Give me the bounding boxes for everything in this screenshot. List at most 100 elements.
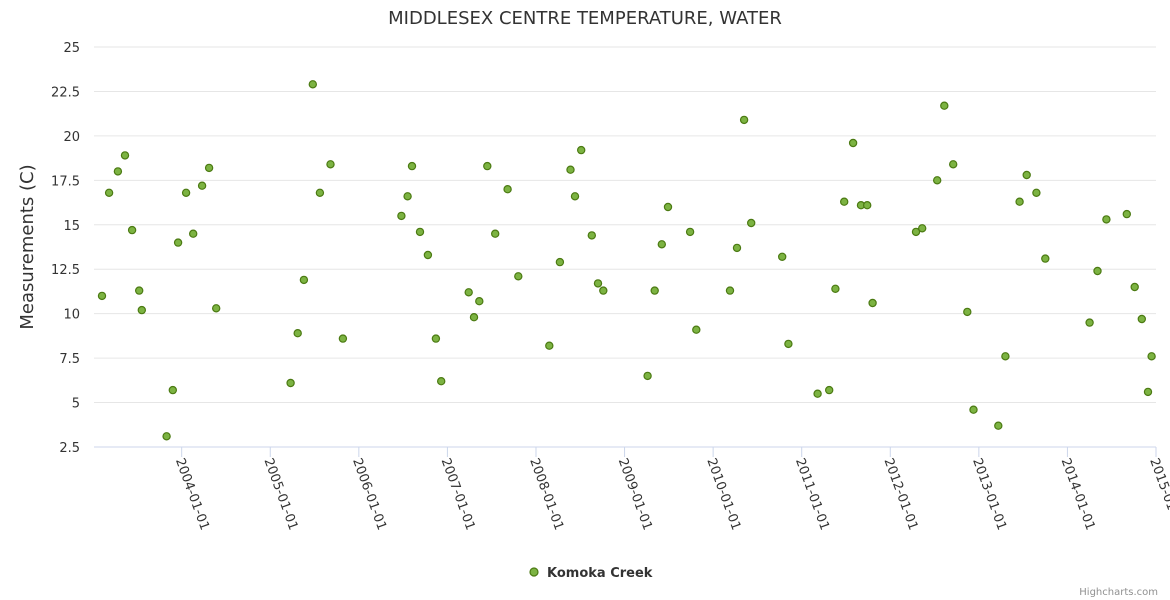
data-point[interactable] <box>732 243 742 253</box>
data-point[interactable] <box>566 165 575 174</box>
data-point[interactable] <box>211 304 221 313</box>
data-point[interactable] <box>587 231 597 240</box>
data-point[interactable] <box>181 188 191 197</box>
data-point[interactable] <box>650 286 659 295</box>
data-point[interactable] <box>911 227 921 237</box>
data-point[interactable] <box>593 279 603 288</box>
x-tick-label: 2012-01-01 <box>881 456 921 532</box>
data-point[interactable] <box>1001 352 1010 361</box>
data-point[interactable] <box>315 188 325 197</box>
data-point[interactable] <box>173 238 183 247</box>
data-point[interactable] <box>397 211 406 221</box>
data-point[interactable] <box>747 218 756 228</box>
x-tick-label: 2011-01-01 <box>792 456 832 532</box>
data-point[interactable] <box>338 334 348 343</box>
data-point[interactable] <box>863 200 872 210</box>
data-point[interactable] <box>415 227 425 237</box>
data-point[interactable] <box>423 250 433 260</box>
x-tick-label: 2015-01-01 <box>1146 456 1170 532</box>
legend[interactable]: Komoka Creek <box>529 566 653 581</box>
data-point[interactable] <box>784 339 793 349</box>
data-point[interactable] <box>725 286 735 295</box>
x-tick-label: 2007-01-01 <box>438 456 478 532</box>
y-tick-label: 22.5 <box>51 85 80 100</box>
data-point[interactable] <box>570 192 580 201</box>
legend-label[interactable]: Komoka Creek <box>547 566 653 581</box>
data-point[interactable] <box>739 115 749 125</box>
data-point[interactable] <box>1137 314 1147 324</box>
data-point[interactable] <box>778 252 787 261</box>
data-point[interactable] <box>286 378 295 388</box>
data-point[interactable] <box>104 188 114 197</box>
data-point[interactable] <box>940 101 949 110</box>
data-point[interactable] <box>464 288 473 297</box>
data-point[interactable] <box>113 167 123 176</box>
data-point[interactable] <box>868 298 877 308</box>
data-point[interactable] <box>1102 215 1111 224</box>
data-point[interactable] <box>685 227 695 237</box>
data-point[interactable] <box>1032 188 1041 197</box>
data-point[interactable] <box>197 181 207 190</box>
credits-link[interactable]: Highcharts.com <box>1079 587 1158 598</box>
data-point[interactable] <box>1093 266 1102 276</box>
data-point[interactable] <box>1147 352 1156 361</box>
data-point[interactable] <box>483 161 492 171</box>
data-point[interactable] <box>545 341 554 350</box>
data-point[interactable] <box>188 229 198 238</box>
data-point[interactable] <box>120 151 130 160</box>
data-point[interactable] <box>475 297 484 306</box>
data-point[interactable] <box>1022 170 1031 180</box>
data-point[interactable] <box>1085 318 1094 327</box>
data-point[interactable] <box>577 145 586 155</box>
data-point[interactable] <box>127 225 137 235</box>
legend-marker-icon[interactable] <box>529 567 539 577</box>
data-point[interactable] <box>431 334 441 343</box>
data-point[interactable] <box>555 257 565 267</box>
y-tick-label: 12.5 <box>51 263 80 278</box>
data-point[interactable] <box>848 138 858 148</box>
data-point[interactable] <box>840 197 849 206</box>
data-point[interactable] <box>308 80 317 89</box>
data-point[interactable] <box>503 184 512 194</box>
data-point[interactable] <box>994 421 1003 430</box>
data-point[interactable] <box>918 224 927 233</box>
data-point[interactable] <box>407 161 417 171</box>
data-point[interactable] <box>1015 197 1024 206</box>
data-point[interactable] <box>168 385 177 395</box>
data-point[interactable] <box>825 385 834 395</box>
data-point[interactable] <box>692 325 701 334</box>
data-point[interactable] <box>933 176 942 185</box>
chart-title: MIDDLESEX CENTRE TEMPERATURE, WATER <box>388 8 782 29</box>
data-point[interactable] <box>293 329 302 338</box>
data-point[interactable] <box>134 286 144 295</box>
y-tick-label: 10 <box>63 308 80 323</box>
data-point[interactable] <box>326 160 335 169</box>
data-point[interactable] <box>949 160 958 169</box>
data-point[interactable] <box>437 377 446 386</box>
data-point[interactable] <box>204 163 214 173</box>
data-point[interactable] <box>831 284 840 293</box>
x-tick-label: 2014-01-01 <box>1058 456 1098 532</box>
data-point[interactable] <box>403 192 412 201</box>
data-point[interactable] <box>97 291 107 301</box>
data-point[interactable] <box>1041 254 1050 263</box>
data-point[interactable] <box>599 286 608 295</box>
data-point[interactable] <box>162 432 171 441</box>
data-point[interactable] <box>137 305 146 315</box>
y-tick-label: 2.5 <box>59 441 80 456</box>
data-point[interactable] <box>813 389 822 398</box>
data-point[interactable] <box>1143 387 1153 397</box>
data-point[interactable] <box>491 229 500 238</box>
data-point[interactable] <box>969 405 978 414</box>
data-point[interactable] <box>469 313 479 322</box>
x-tick-label: 2005-01-01 <box>261 456 301 532</box>
data-point[interactable] <box>643 371 652 381</box>
data-point[interactable] <box>963 307 972 317</box>
data-point[interactable] <box>1130 282 1139 292</box>
data-point[interactable] <box>657 240 667 249</box>
data-point[interactable] <box>663 202 673 212</box>
data-point[interactable] <box>299 275 309 285</box>
y-tick-label: 5 <box>72 397 80 412</box>
data-point[interactable] <box>1122 209 1132 219</box>
data-point[interactable] <box>514 272 523 281</box>
